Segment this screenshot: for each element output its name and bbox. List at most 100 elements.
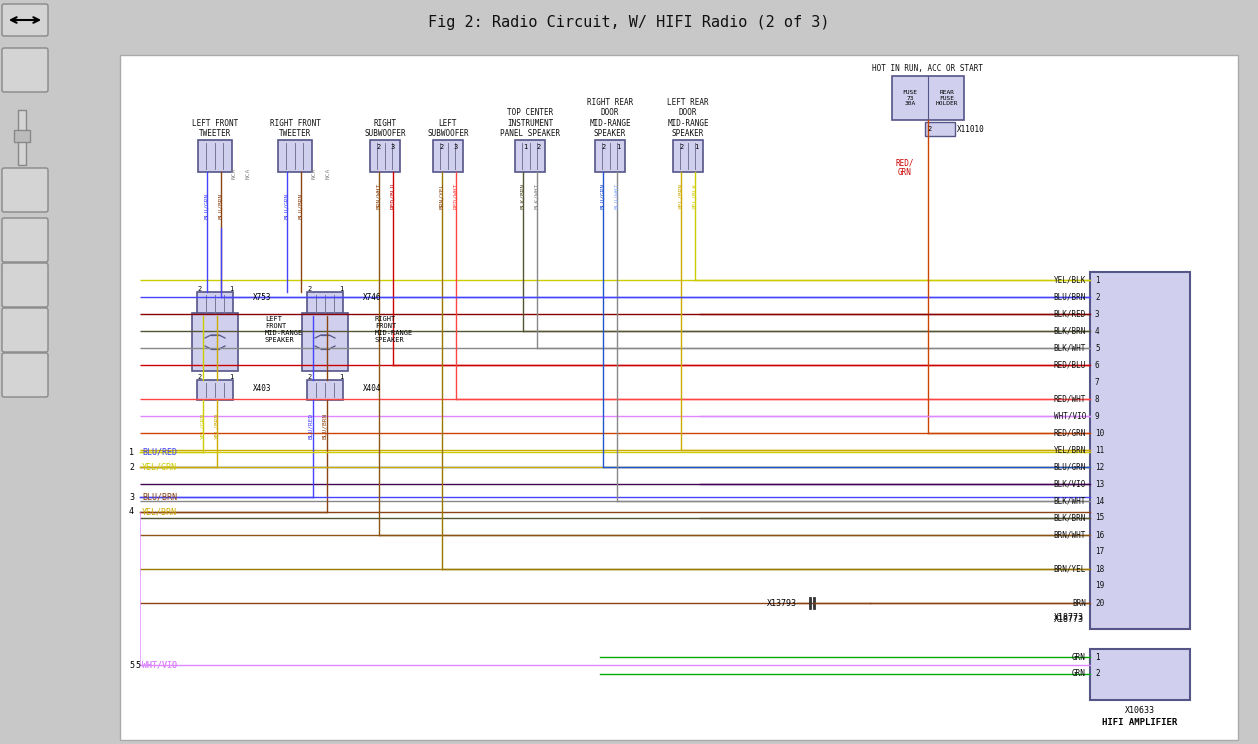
Text: X746: X746 [364,292,381,301]
Text: BLU/GRN: BLU/GRN [205,193,210,219]
Text: X18773: X18773 [1054,615,1084,623]
Text: BLU/GRN: BLU/GRN [600,183,605,209]
FancyBboxPatch shape [3,263,48,307]
Text: 15: 15 [1094,513,1105,522]
Text: 2: 2 [679,144,684,150]
Text: REAR
FUSE
HOLDER: REAR FUSE HOLDER [936,90,959,106]
Text: X403: X403 [253,383,272,393]
Text: YEL/BLK: YEL/BLK [692,183,697,209]
Bar [198,380,233,400]
Text: BLU/BRN: BLU/BRN [219,193,224,219]
Text: BLU/WHT: BLU/WHT [614,183,619,209]
Text: 1: 1 [229,374,233,380]
Text: WHT/VIO: WHT/VIO [142,661,177,670]
Text: YEL/GRN: YEL/GRN [142,463,177,472]
Text: 2: 2 [308,374,312,380]
Text: 1: 1 [229,286,233,292]
Text: 7: 7 [1094,377,1099,386]
Text: BLK/VIO: BLK/VIO [1054,479,1086,489]
Text: X11010: X11010 [957,124,985,133]
FancyBboxPatch shape [3,218,48,262]
Bar [1089,272,1190,629]
Bar [307,380,343,400]
Text: RED/WHT: RED/WHT [453,183,458,209]
Text: 1: 1 [694,144,698,150]
Text: 4: 4 [1094,327,1099,336]
Text: RIGHT
SUBWOOFER: RIGHT SUBWOOFER [364,118,406,138]
Bar [192,313,238,371]
Text: X13793: X13793 [767,600,798,609]
FancyBboxPatch shape [3,4,48,36]
Bar [120,55,1238,740]
Bar [198,292,233,316]
Text: RED/WHT: RED/WHT [1054,394,1086,403]
Bar [892,76,964,120]
Text: 17: 17 [1094,548,1105,557]
Text: NCA: NCA [326,168,331,179]
Text: YEL/BRN: YEL/BRN [142,507,177,516]
FancyBboxPatch shape [3,48,48,92]
Text: 9: 9 [1094,411,1099,420]
Bar [433,140,463,172]
Text: 3: 3 [391,144,395,150]
Text: 2: 2 [198,374,203,380]
Text: 5: 5 [130,661,135,670]
Text: WHT/VIO: WHT/VIO [142,661,177,670]
Text: 4: 4 [130,507,135,516]
Text: HIFI AMPLIFIER: HIFI AMPLIFIER [1102,718,1177,727]
Text: BRN/WHT: BRN/WHT [1054,530,1086,539]
Text: 1: 1 [130,447,135,457]
Text: YEL/BRN: YEL/BRN [1054,446,1086,455]
Text: BRN/YEL: BRN/YEL [439,183,444,209]
Text: BRN/WHT: BRN/WHT [376,183,381,209]
Text: BLU/BRN: BLU/BRN [298,193,303,219]
Text: YEL/BRN: YEL/BRN [678,183,683,209]
Text: NCA: NCA [231,168,237,179]
Text: LEFT
SUBWOOFER: LEFT SUBWOOFER [428,118,469,138]
Text: 3: 3 [130,493,135,501]
Text: BLK/BRN: BLK/BRN [1054,513,1086,522]
Text: X404: X404 [364,383,381,393]
Text: BLU/GRN: BLU/GRN [284,193,289,219]
Bar [278,140,312,172]
Text: 20: 20 [1094,598,1105,608]
Text: BLU/GRN: BLU/GRN [1054,463,1086,472]
Text: YEL/BRN: YEL/BRN [215,413,219,439]
Text: RIGHT
FRONT
MID-RANGE
SPEAKER: RIGHT FRONT MID-RANGE SPEAKER [375,316,413,343]
Text: 3: 3 [454,144,458,150]
Text: FUSE
73
30A: FUSE 73 30A [902,90,917,106]
Text: HOT IN RUN, ACC OR START: HOT IN RUN, ACC OR START [873,63,984,72]
Text: 2: 2 [537,144,541,150]
Text: RIGHT FRONT
TWEETER: RIGHT FRONT TWEETER [269,118,321,138]
Text: Fig 2: Radio Circuit, W/ HIFI Radio (2 of 3): Fig 2: Radio Circuit, W/ HIFI Radio (2 o… [428,14,830,30]
Text: BLU/BRN: BLU/BRN [322,413,327,439]
Text: LEFT FRONT
TWEETER: LEFT FRONT TWEETER [192,118,238,138]
Bar [302,313,348,371]
Text: 13: 13 [1094,479,1105,489]
FancyBboxPatch shape [3,308,48,352]
Bar [307,292,343,316]
Text: LEFT
FRONT
MID-RANGE
SPEAKER: LEFT FRONT MID-RANGE SPEAKER [265,316,303,343]
Text: BRN: BRN [1072,598,1086,608]
Text: 12: 12 [1094,463,1105,472]
Text: 1: 1 [523,144,527,150]
Text: WHT/VIO: WHT/VIO [1054,411,1086,420]
Text: 1: 1 [338,374,343,380]
Text: 16: 16 [1094,530,1105,539]
Text: BLK/WHT: BLK/WHT [1054,344,1086,353]
Text: 2: 2 [377,144,381,150]
Text: BLK/BRN: BLK/BRN [1054,327,1086,336]
Bar [925,122,955,136]
Text: 8: 8 [1094,394,1099,403]
Text: RED/
GRN: RED/ GRN [896,158,915,177]
Text: X753: X753 [253,292,272,301]
Text: 11: 11 [1094,446,1105,455]
Bar [515,140,545,172]
Text: 1: 1 [338,286,343,292]
Text: BLU/RED: BLU/RED [142,447,177,457]
Text: BRN/YEL: BRN/YEL [1054,565,1086,574]
Text: X18773: X18773 [1054,612,1084,621]
Text: YEL/BLK: YEL/BLK [1054,275,1086,284]
Text: 3: 3 [1094,310,1099,318]
Text: 2: 2 [130,463,135,472]
